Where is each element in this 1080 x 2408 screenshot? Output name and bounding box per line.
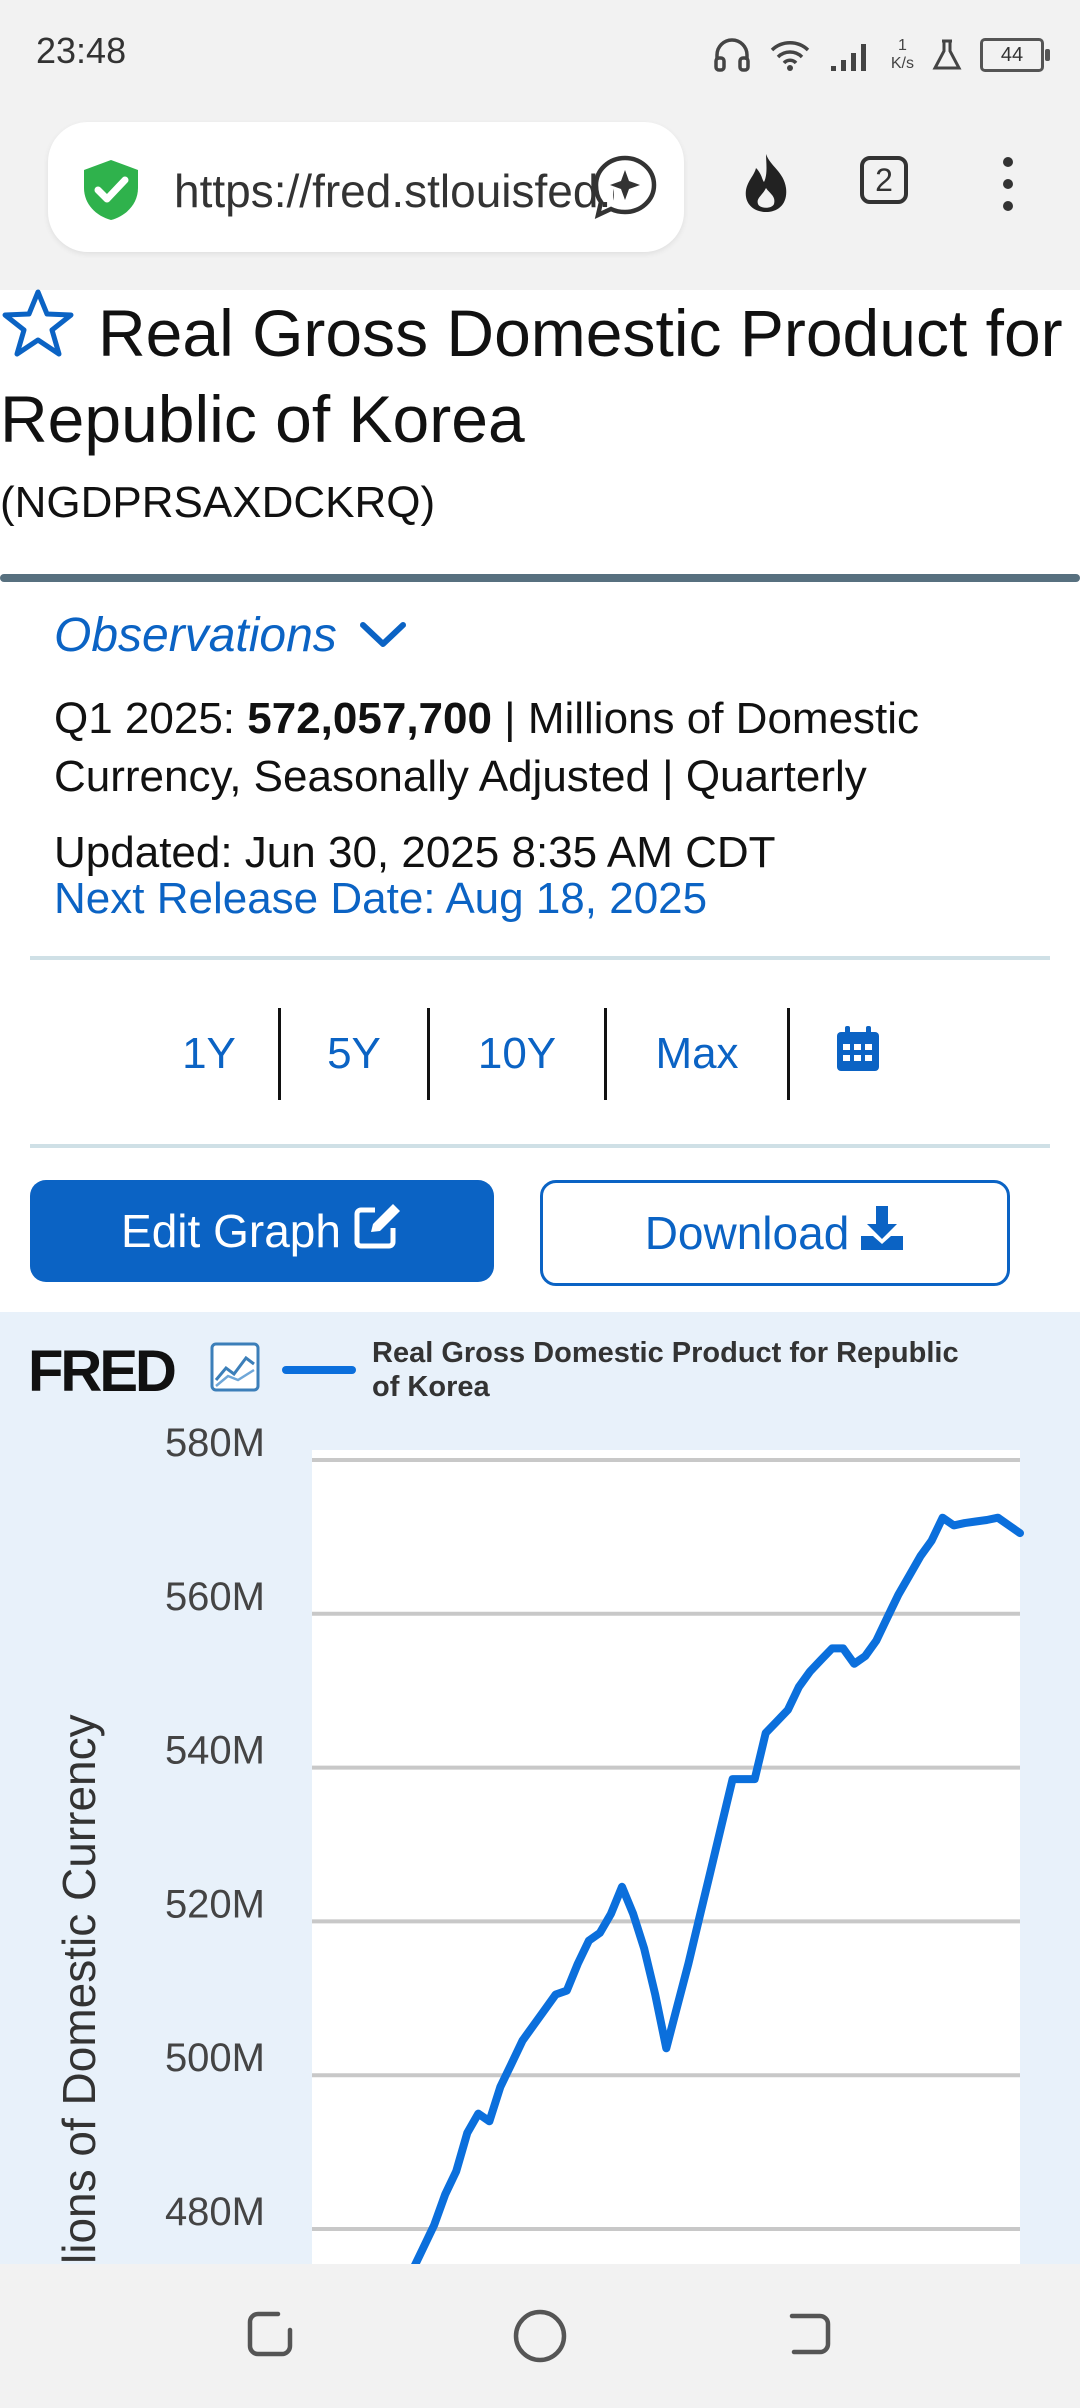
observation-value-line: Q1 2025: 572,057,700 | Millions of Domes… bbox=[54, 690, 1054, 806]
ai-assistant-icon[interactable] bbox=[588, 150, 662, 229]
status-icons: 1 K/s 44 bbox=[713, 30, 1050, 80]
y-tick-label: 520M bbox=[165, 1882, 265, 1926]
system-nav-bar bbox=[0, 2264, 1080, 2408]
observation-frequency: Currency, Seasonally Adjusted | Quarterl… bbox=[54, 752, 867, 801]
url-text[interactable]: https://fred.stlouisfed.org bbox=[174, 165, 614, 217]
date-range-selector: 1Y 5Y 10Y Max bbox=[140, 1008, 926, 1100]
status-time: 23:48 bbox=[36, 30, 127, 71]
fred-logo: FRED bbox=[28, 1339, 177, 1404]
y-tick-label: 500M bbox=[165, 2036, 265, 2080]
chevron-down-icon bbox=[357, 608, 409, 663]
header-divider bbox=[0, 574, 1080, 582]
tab-switcher-button[interactable]: 2 bbox=[860, 156, 908, 204]
battery-level: 44 bbox=[1000, 43, 1024, 66]
observations-heading: Observations bbox=[54, 609, 337, 662]
chart-panel[interactable]: FRED Real Gross Domestic Product for Rep… bbox=[0, 1312, 1080, 2264]
next-release-link[interactable]: Next Release Date: Aug 18, 2025 bbox=[54, 874, 708, 923]
range-5y-button[interactable]: 5Y bbox=[327, 1029, 381, 1078]
download-button[interactable]: Download bbox=[540, 1180, 1010, 1286]
signal-icon bbox=[829, 38, 873, 72]
observation-value: 572,057,700 bbox=[247, 694, 492, 743]
edit-graph-button[interactable]: Edit Graph bbox=[30, 1180, 494, 1282]
range-bottom-divider bbox=[30, 1144, 1050, 1148]
observation-units: | Millions of Domestic bbox=[491, 694, 920, 743]
edit-graph-label: Edit Graph bbox=[121, 1205, 341, 1257]
more-menu-icon[interactable] bbox=[996, 154, 1020, 219]
wifi-icon bbox=[769, 38, 811, 72]
legend-swatch bbox=[282, 1366, 356, 1374]
range-separator bbox=[427, 1008, 430, 1100]
browser-toolbar: https://fred.stlouisfed.org 2 bbox=[0, 110, 1080, 290]
recents-icon[interactable] bbox=[244, 2308, 296, 2365]
download-label: Download bbox=[644, 1207, 850, 1259]
net-speed-value: 1 bbox=[897, 37, 907, 54]
range-separator bbox=[787, 1008, 790, 1100]
home-icon[interactable] bbox=[512, 2308, 568, 2369]
download-icon bbox=[859, 1204, 905, 1263]
range-separator bbox=[604, 1008, 607, 1100]
calendar-icon bbox=[835, 1025, 881, 1084]
battery-icon: 44 bbox=[980, 38, 1050, 72]
fire-icon[interactable] bbox=[736, 152, 796, 219]
observation-period: Q1 2025: bbox=[54, 694, 236, 743]
series-id: (NGDPRSAXDCKRQ) bbox=[0, 478, 436, 527]
updated-date: Updated: Jun 30, 2025 8:35 AM CDT bbox=[54, 828, 776, 877]
back-icon[interactable] bbox=[782, 2308, 834, 2365]
observations-toggle[interactable]: Observations bbox=[54, 608, 409, 663]
secure-shield-icon[interactable] bbox=[80, 158, 142, 227]
range-10y-button[interactable]: 10Y bbox=[477, 1029, 557, 1078]
legend-label: Real Gross Domestic Product for Republic… bbox=[372, 1337, 959, 1403]
headphones-icon bbox=[713, 38, 751, 72]
y-tick-label: 580M bbox=[165, 1421, 265, 1465]
status-bar: 23:48 1 K/s 44 bbox=[0, 0, 1080, 110]
net-speed: 1 K/s bbox=[891, 37, 914, 73]
favorite-star-icon[interactable] bbox=[0, 286, 76, 367]
y-tick-label: 480M bbox=[165, 2190, 265, 2234]
y-tick-label: 540M bbox=[165, 1729, 265, 1773]
chart-plot: 580M 560M 540M 520M 500M 480M bbox=[165, 1421, 1024, 2264]
address-bar[interactable]: https://fred.stlouisfed.org bbox=[48, 122, 684, 252]
range-top-divider bbox=[30, 956, 1050, 960]
edit-icon bbox=[353, 1202, 403, 1261]
y-axis-label: lions of Domestic Currency bbox=[53, 1714, 105, 2264]
chart-trend-icon bbox=[210, 1342, 260, 1397]
series-line[interactable] bbox=[411, 1513, 1024, 2264]
y-tick-label: 560M bbox=[165, 1575, 265, 1619]
range-max-button[interactable]: Max bbox=[655, 1029, 739, 1078]
flask-icon bbox=[932, 38, 962, 72]
range-separator bbox=[278, 1008, 281, 1100]
calendar-button[interactable] bbox=[790, 1008, 926, 1100]
net-speed-unit: K/s bbox=[890, 55, 914, 72]
range-1y-button[interactable]: 1Y bbox=[182, 1029, 236, 1078]
page-title: Real Gross Domestic Product for Republic… bbox=[0, 296, 1063, 456]
